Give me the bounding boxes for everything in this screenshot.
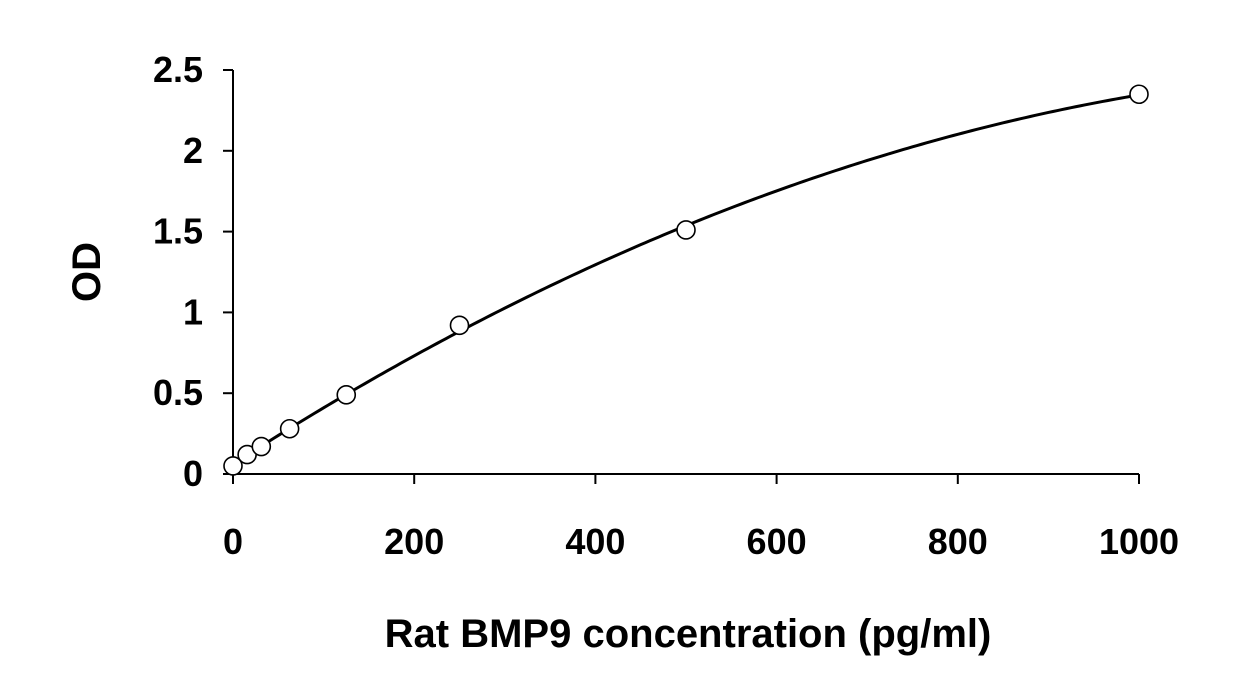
y-tick-label: 0 <box>183 453 203 494</box>
y-tick-label: 2.5 <box>153 49 203 90</box>
data-points <box>223 84 1149 476</box>
x-axis-title: Rat BMP9 concentration (pg/ml) <box>385 612 992 656</box>
y-axis-title: OD <box>65 242 109 302</box>
x-axis: 0 200 400 600 800 1000 <box>223 473 1179 562</box>
data-point <box>251 436 272 457</box>
data-point <box>279 418 300 439</box>
y-ticks: 0 0.5 1 1.5 2 2.5 <box>153 49 233 494</box>
data-point <box>336 385 357 405</box>
data-point <box>449 315 470 336</box>
y-tick-label: 1.5 <box>153 211 203 252</box>
data-point <box>223 456 243 476</box>
data-point <box>1129 84 1149 105</box>
y-axis: 0 0.5 1 1.5 2 2.5 <box>153 49 234 494</box>
y-tick-label: 2 <box>183 130 203 171</box>
x-ticks: 0 200 400 600 800 1000 <box>223 474 1179 562</box>
data-point <box>676 220 696 240</box>
x-tick-label: 400 <box>565 521 625 562</box>
x-tick-label: 0 <box>223 521 243 562</box>
x-tick-label: 600 <box>747 521 807 562</box>
x-tick-label: 1000 <box>1099 521 1179 562</box>
fit-curve <box>232 93 1140 466</box>
y-tick-label: 1 <box>183 291 203 332</box>
x-tick-label: 800 <box>928 521 988 562</box>
y-tick-label: 0.5 <box>153 372 203 413</box>
x-tick-label: 200 <box>384 521 444 562</box>
